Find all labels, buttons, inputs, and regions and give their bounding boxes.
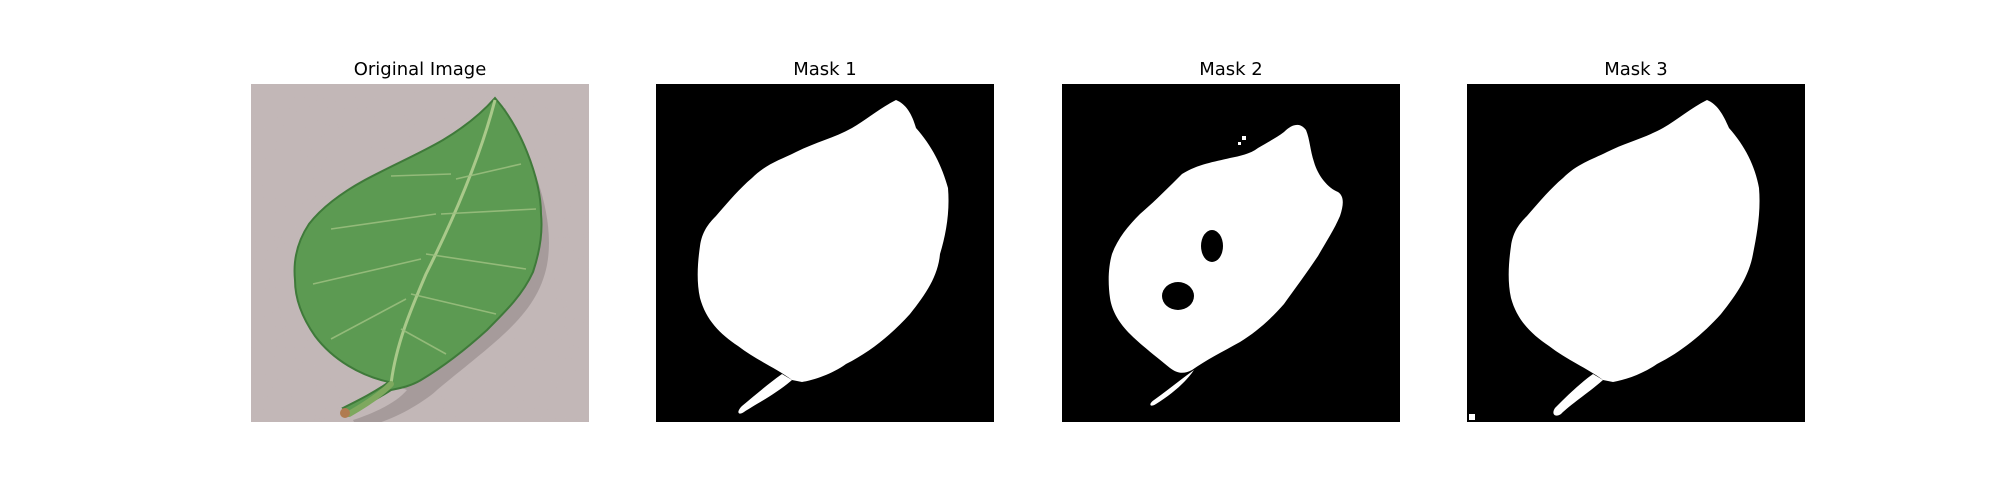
mask-3-image bbox=[1467, 84, 1805, 422]
panel-title: Mask 3 bbox=[1604, 59, 1668, 80]
panel-mask-1: Mask 1 bbox=[656, 56, 994, 422]
leaf-photo bbox=[251, 84, 589, 422]
panel-mask-2: Mask 2 bbox=[1062, 56, 1400, 422]
mask-stem-region bbox=[738, 374, 792, 414]
stem-end bbox=[340, 408, 350, 418]
mask-leaf-region bbox=[1508, 100, 1760, 382]
mask-hole bbox=[1201, 230, 1223, 262]
leaf-stem bbox=[346, 381, 394, 417]
mask-stem-region bbox=[1553, 374, 1603, 416]
original-image bbox=[251, 84, 589, 422]
panel-title: Original Image bbox=[353, 59, 487, 80]
mask-2-image bbox=[1062, 84, 1400, 422]
mask-1-image bbox=[656, 84, 994, 422]
mask-speck bbox=[1238, 142, 1241, 145]
binary-mask bbox=[656, 84, 994, 422]
mask-leaf-region bbox=[1108, 124, 1343, 373]
mask-speck bbox=[1242, 136, 1246, 140]
binary-mask bbox=[1467, 84, 1805, 422]
leaf-midrib bbox=[389, 99, 497, 385]
panel-mask-3: Mask 3 bbox=[1467, 56, 1805, 422]
panel-title: Mask 2 bbox=[1199, 59, 1263, 80]
panel-original-image: Original Image bbox=[251, 56, 589, 422]
mask-leaf-region bbox=[697, 100, 949, 382]
panel-title: Mask 1 bbox=[793, 59, 857, 80]
leaf-blade bbox=[293, 96, 543, 416]
mask-speck bbox=[1469, 414, 1475, 420]
mask-stem-region bbox=[1150, 370, 1194, 406]
leaf-veins bbox=[312, 163, 537, 355]
binary-mask bbox=[1062, 84, 1400, 422]
mask-hole bbox=[1162, 282, 1194, 310]
